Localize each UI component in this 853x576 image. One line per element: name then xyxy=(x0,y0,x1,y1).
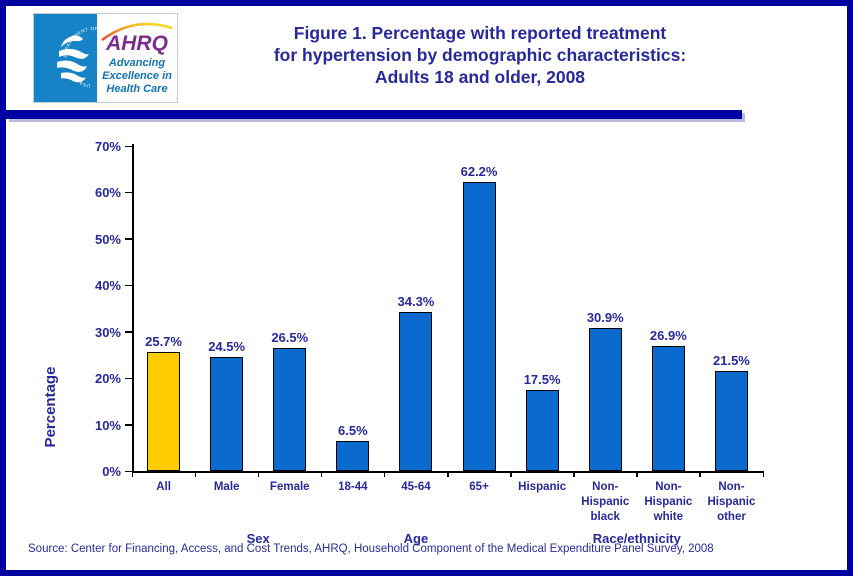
x-tick-label-line: 18-44 xyxy=(338,481,368,493)
bar-non-hispanic-other xyxy=(714,371,748,471)
x-tick-label-line: 45-64 xyxy=(401,481,431,493)
ahrq-wordmark: AHRQ Advancing Excellence in Health Care xyxy=(97,14,177,102)
source-note: Source: Center for Financing, Access, an… xyxy=(28,543,714,555)
y-tick-label: 70% xyxy=(94,139,121,154)
x-axis-tick xyxy=(320,471,323,477)
bar-non-hispanic-white xyxy=(651,346,685,471)
x-tick-label: Non- Hispanic white xyxy=(637,480,699,525)
bar-value-label: 24.5% xyxy=(208,339,246,355)
y-axis-tick xyxy=(125,191,132,194)
y-tick-label: 20% xyxy=(94,371,121,387)
x-tick-label: Female xyxy=(259,480,321,495)
bar-value-label: 26.9% xyxy=(649,328,687,344)
bar-hispanic xyxy=(525,389,559,471)
x-tick-label-line: white xyxy=(653,511,684,523)
bar-value-label: 25.7% xyxy=(145,333,182,349)
x-tick-label: Hispanic xyxy=(511,480,573,495)
figure-title-line: for hypertension by demographic characte… xyxy=(273,45,687,65)
bar-value-label: 21.5% xyxy=(713,353,750,369)
bar-value-label: 6.5% xyxy=(338,422,368,438)
x-axis-tick xyxy=(510,471,512,477)
figure-title-line: Adults 18 and older, 2008 xyxy=(374,67,586,87)
figure-title: Figure 1. Percentage with reported treat… xyxy=(202,22,758,88)
y-tick-label: 30% xyxy=(94,324,121,340)
x-tick-label-line: Non- xyxy=(655,481,682,493)
bar-45-64 xyxy=(399,311,433,471)
y-axis-tick xyxy=(125,145,132,147)
y-tick-label: 40% xyxy=(94,278,121,294)
x-axis-tick xyxy=(257,471,260,477)
y-axis-tick xyxy=(125,238,132,240)
bar-chart: Percentage 0% 10% 20% 30% 40% 50% 60% 70% 25.7% A… xyxy=(6,119,847,570)
bar-value-label: 26.5% xyxy=(271,329,309,345)
x-tick-label-line: Hispanic xyxy=(707,496,756,508)
y-tick-label: 50% xyxy=(94,231,121,247)
bar-65- xyxy=(462,182,496,471)
x-axis-tick xyxy=(131,471,133,477)
x-tick-label-line: Male xyxy=(213,481,240,493)
header-divider xyxy=(6,110,742,119)
x-axis-tick xyxy=(383,471,386,477)
x-tick-label-line: 65+ xyxy=(469,481,489,493)
svg-text:Health Care: Health Care xyxy=(106,83,167,95)
x-group-label: Sex xyxy=(246,531,270,546)
x-tick-label: 45-64 xyxy=(385,480,447,495)
x-group-label: Age xyxy=(403,531,429,546)
y-axis-tick xyxy=(125,284,132,287)
bar-value-label: 34.3% xyxy=(397,293,435,309)
y-axis-tick xyxy=(125,377,132,380)
svg-text:Excellence in: Excellence in xyxy=(102,70,172,82)
x-tick-label-line: Hispanic xyxy=(518,481,567,493)
svg-text:Advancing: Advancing xyxy=(108,57,166,69)
figure-title-line: Figure 1. Percentage with reported treat… xyxy=(293,23,667,43)
x-tick-label-line: Hispanic xyxy=(644,496,693,508)
x-tick-label-line: Female xyxy=(269,481,310,493)
y-axis-tick xyxy=(125,424,132,426)
x-axis-tick xyxy=(762,471,764,477)
y-tick-label: 10% xyxy=(94,417,121,433)
y-axis-title: Percentage xyxy=(42,366,59,448)
ahrq-hhs-logo: DEPARTMENT OF HEALTH & HUMAN SERVICES · … xyxy=(33,13,178,103)
bar-value-label: 62.2% xyxy=(460,164,498,180)
x-axis-tick xyxy=(573,471,575,477)
x-tick-label-line: black xyxy=(590,511,620,523)
bar-male xyxy=(210,357,244,471)
bar-all xyxy=(147,351,181,471)
y-axis-tick xyxy=(125,331,132,333)
svg-text:AHRQ: AHRQ xyxy=(105,32,168,55)
x-tick-label: All xyxy=(133,480,195,495)
x-tick-label: 65+ xyxy=(448,480,510,495)
bar-value-label: 30.9% xyxy=(586,309,624,325)
bar-value-label: 17.5% xyxy=(523,371,561,387)
x-axis-tick xyxy=(699,471,701,477)
bar-18-44 xyxy=(336,440,370,471)
x-axis-tick xyxy=(194,471,197,477)
x-tick-label: Male xyxy=(196,480,258,495)
bar-female xyxy=(273,347,307,471)
x-tick-label-line: other xyxy=(717,511,746,523)
x-tick-label: Non- Hispanic black xyxy=(574,480,636,525)
x-group-label: Race/ethnicity xyxy=(592,531,681,546)
ahrq-rainbow-arc-icon xyxy=(101,22,173,42)
x-tick-label-line: Non- xyxy=(718,481,745,493)
y-axis-tick xyxy=(125,470,132,472)
x-tick-label-line: Hispanic xyxy=(581,496,630,508)
x-tick-label: 18-44 xyxy=(322,480,384,495)
x-tick-label-line: All xyxy=(156,481,171,493)
hhs-eagle-icon xyxy=(57,35,89,83)
y-tick-label: 0% xyxy=(102,464,121,479)
x-tick-label: Non- Hispanic other xyxy=(700,480,762,525)
y-tick-label: 60% xyxy=(94,185,121,201)
bar-non-hispanic-black xyxy=(588,327,622,471)
x-axis-tick xyxy=(636,471,638,477)
y-axis xyxy=(132,144,134,472)
x-axis-tick xyxy=(447,471,449,477)
x-tick-label-line: Non- xyxy=(592,481,619,493)
